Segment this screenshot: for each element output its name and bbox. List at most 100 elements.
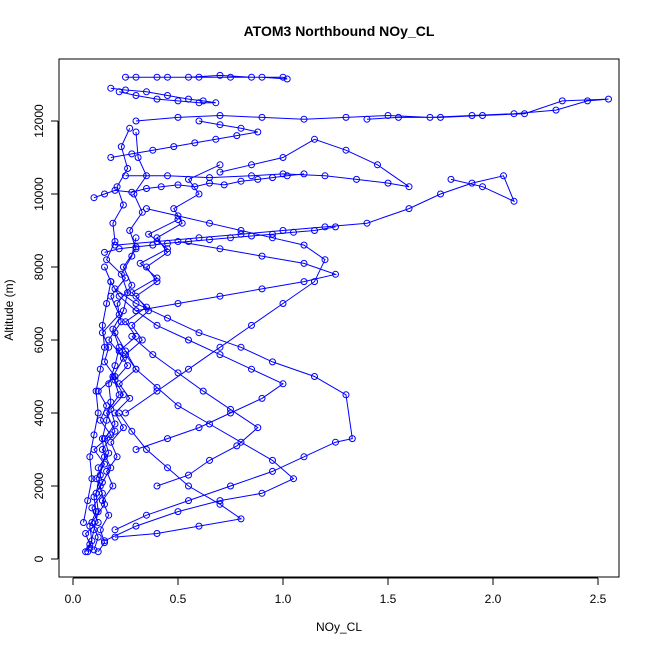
data-point xyxy=(248,321,255,329)
data-point xyxy=(605,95,612,103)
data-point xyxy=(384,112,392,119)
series-9 xyxy=(111,172,518,249)
data-point xyxy=(111,420,119,428)
series-line xyxy=(114,412,243,538)
data-point xyxy=(405,183,413,191)
data-point xyxy=(107,398,115,406)
data-point xyxy=(126,394,134,402)
data-point xyxy=(405,205,413,213)
data-point xyxy=(248,172,255,180)
data-point xyxy=(342,146,350,154)
series-line xyxy=(125,74,288,80)
series-16 xyxy=(86,234,140,552)
y-tick-label: 0 xyxy=(32,555,46,562)
data-point xyxy=(143,88,150,96)
data-point xyxy=(132,300,140,307)
data-point xyxy=(96,471,104,479)
data-point xyxy=(126,124,134,132)
data-point xyxy=(178,219,186,227)
data-point xyxy=(195,190,203,198)
data-point xyxy=(395,113,402,121)
data-point xyxy=(185,336,192,344)
series-line xyxy=(114,288,353,531)
data-point xyxy=(300,170,308,178)
data-point xyxy=(185,482,192,490)
data-point xyxy=(126,227,134,234)
data-point xyxy=(216,343,224,351)
data-point xyxy=(342,391,350,399)
data-point xyxy=(206,219,213,227)
data-point xyxy=(128,281,136,289)
data-point xyxy=(552,106,560,114)
data-point xyxy=(109,325,117,333)
data-point xyxy=(86,453,94,461)
data-point xyxy=(195,99,203,107)
data-point xyxy=(82,548,90,556)
data-point xyxy=(90,546,98,554)
data-point xyxy=(185,471,192,479)
data-point xyxy=(311,373,318,380)
data-point xyxy=(206,456,213,464)
data-point xyxy=(185,238,192,245)
data-point xyxy=(153,482,161,490)
data-point xyxy=(185,95,192,103)
data-point xyxy=(143,185,150,192)
data-point xyxy=(115,88,123,96)
data-point xyxy=(111,238,119,245)
data-point xyxy=(109,482,117,490)
data-point xyxy=(426,113,434,121)
data-point xyxy=(143,205,150,213)
data-point xyxy=(98,446,106,453)
data-point xyxy=(103,416,111,424)
data-point xyxy=(105,511,113,519)
data-point xyxy=(107,154,115,161)
data-point xyxy=(363,115,371,123)
data-point xyxy=(164,239,171,247)
data-point xyxy=(109,219,117,227)
data-point xyxy=(113,300,121,307)
data-point xyxy=(300,259,308,267)
x-tick-label: 2.0 xyxy=(485,592,502,606)
data-point xyxy=(174,402,182,410)
data-point xyxy=(510,110,518,118)
series-line xyxy=(110,120,258,158)
data-point xyxy=(248,365,255,373)
data-point xyxy=(269,456,276,464)
data-point xyxy=(113,183,121,191)
data-point xyxy=(353,175,360,183)
data-point xyxy=(437,190,444,198)
data-point xyxy=(468,179,476,187)
data-point xyxy=(153,95,161,103)
data-point xyxy=(521,110,528,118)
data-point xyxy=(283,172,291,180)
data-point xyxy=(115,343,123,351)
data-point xyxy=(216,168,224,176)
data-point xyxy=(86,522,94,530)
data-point xyxy=(111,241,119,249)
data-point xyxy=(101,190,108,198)
data-point xyxy=(283,75,291,83)
data-point xyxy=(237,177,245,185)
data-point xyxy=(115,409,123,417)
data-point xyxy=(111,427,119,435)
data-point xyxy=(94,464,102,472)
data-point xyxy=(98,321,106,329)
data-point xyxy=(300,453,308,461)
data-point xyxy=(94,409,102,417)
data-point xyxy=(88,475,96,483)
data-point xyxy=(279,73,287,81)
data-point xyxy=(174,212,182,220)
data-point xyxy=(206,179,213,187)
data-point xyxy=(136,259,144,267)
data-point xyxy=(374,161,381,169)
data-point xyxy=(132,243,140,251)
series-17 xyxy=(80,278,115,526)
data-point xyxy=(119,307,127,315)
data-point xyxy=(101,248,108,256)
data-point xyxy=(138,208,146,216)
data-point xyxy=(143,511,150,519)
data-point xyxy=(94,548,102,556)
data-point xyxy=(164,172,171,180)
series-line xyxy=(125,138,410,188)
